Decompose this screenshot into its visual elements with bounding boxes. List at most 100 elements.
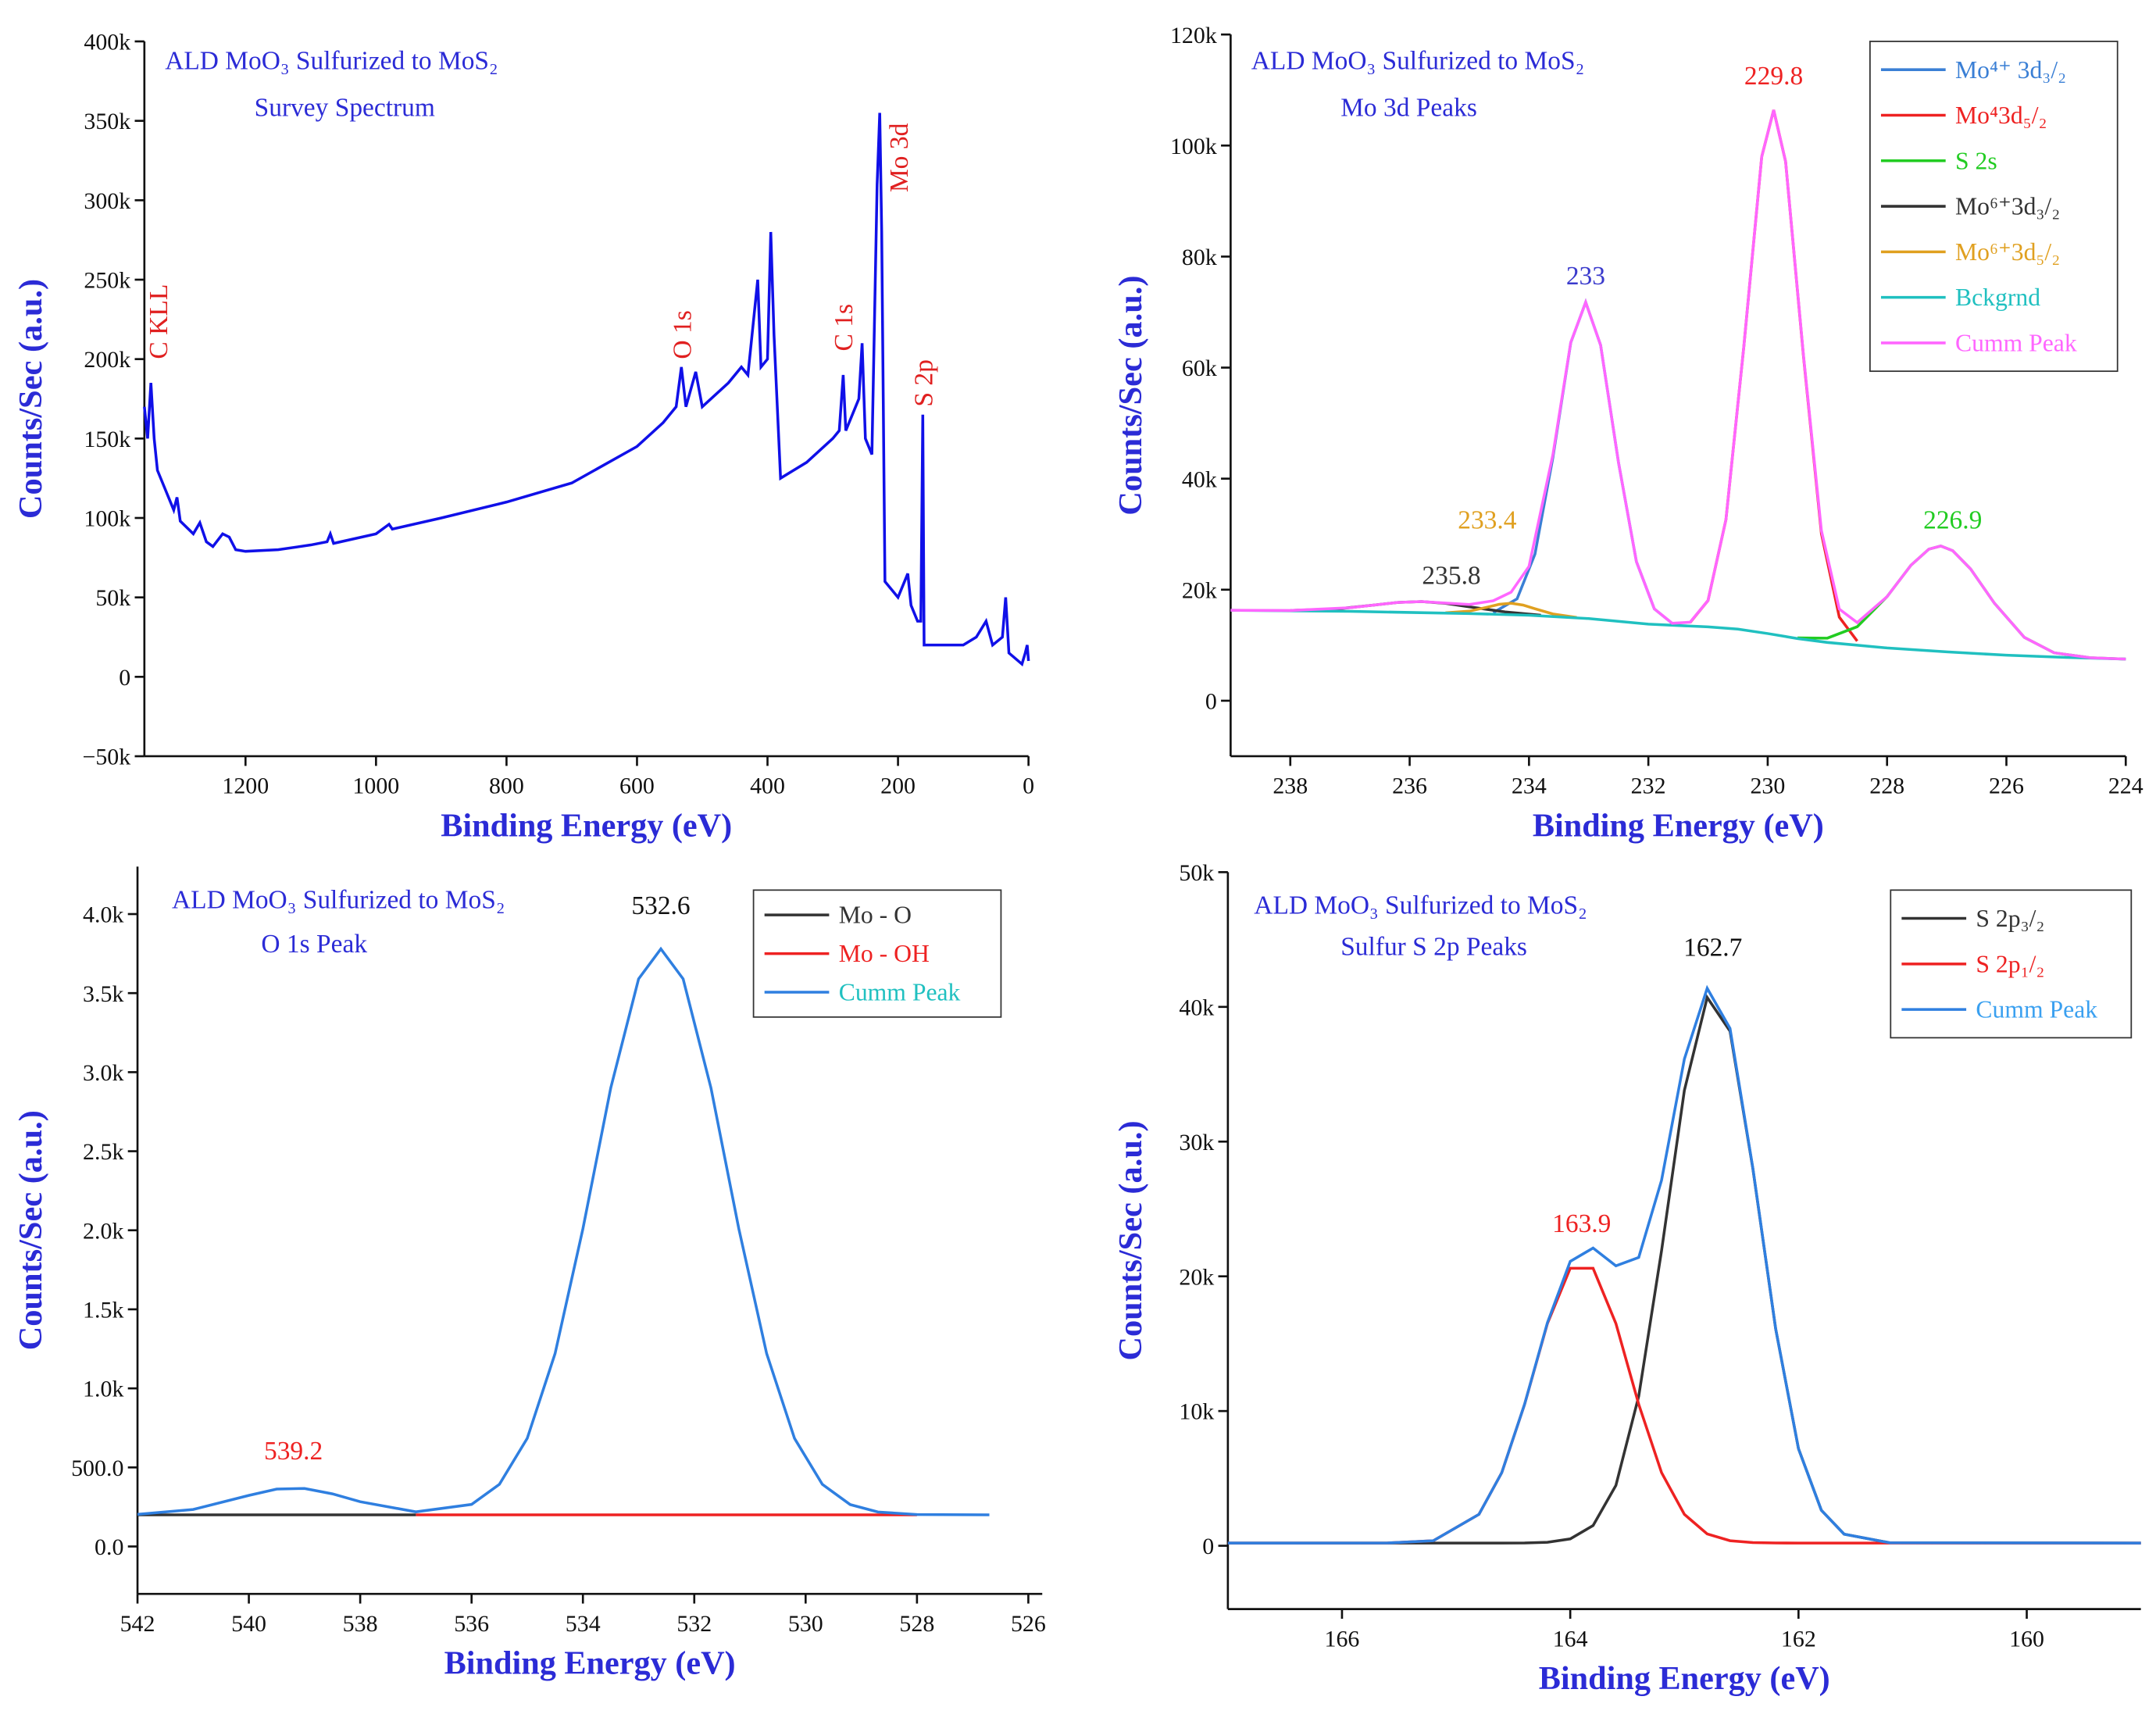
y-tick-label: 80k <box>1182 245 1217 270</box>
x-axis-label: Binding Energy (eV) <box>1539 1660 1830 1697</box>
y-axis-label: Counts/Sec (a.u.) <box>12 1110 49 1350</box>
y-tick-label: 300k <box>84 188 130 214</box>
series-line <box>1689 109 1858 642</box>
x-tick-label: 1200 <box>222 773 269 799</box>
x-tick-label: 542 <box>120 1611 155 1637</box>
y-tick-label: 200k <box>84 347 130 373</box>
chart-subtitle: Mo 3d Peaks <box>1340 93 1477 122</box>
series-line <box>1227 994 2141 1545</box>
y-tick-label: 40k <box>1179 995 1214 1020</box>
x-tick-label: 230 <box>1750 773 1785 799</box>
peak-label: 539.2 <box>264 1437 323 1466</box>
x-tick-label: 224 <box>2108 773 2144 799</box>
y-tick-label: 1.0k <box>83 1377 123 1402</box>
series-line <box>1227 1266 2141 1545</box>
y-tick-label: 20k <box>1182 577 1217 603</box>
y-tick-label: 20k <box>1179 1264 1214 1290</box>
y-tick-label: −50k <box>82 745 130 770</box>
peak-label: Mo 3d <box>885 123 914 192</box>
chart-subtitle: Sulfur S 2p Peaks <box>1340 932 1527 961</box>
y-tick-label: 40k <box>1182 466 1217 492</box>
y-tick-label: 250k <box>84 268 130 294</box>
x-tick-label: 236 <box>1392 773 1427 799</box>
y-tick-label: 100k <box>84 506 130 532</box>
peak-label: 233.4 <box>1458 506 1516 535</box>
y-axis-label: Counts/Sec (a.u.) <box>1112 1120 1149 1360</box>
legend-label: Cumm Peak <box>1976 996 2097 1023</box>
y-tick-label: 1.5k <box>83 1297 123 1323</box>
peak-label: 233 <box>1566 262 1605 291</box>
chart-title: ALD MoO₃ Sulfurized to MoS₂ <box>1254 891 1587 920</box>
peak-label: 162.7 <box>1683 933 1742 962</box>
y-tick-label: 10k <box>1179 1399 1214 1425</box>
x-tick-label: 526 <box>1011 1611 1046 1637</box>
x-tick-label: 528 <box>899 1611 934 1637</box>
legend-label: Mo - OH <box>839 940 930 967</box>
x-tick-label: 232 <box>1631 773 1666 799</box>
y-tick-label: 0 <box>1202 1534 1214 1559</box>
y-tick-label: 150k <box>84 427 130 452</box>
y-tick-label: 50k <box>1179 860 1214 886</box>
series-line <box>1230 109 2126 661</box>
y-tick-label: 350k <box>84 109 130 134</box>
series-line <box>1230 609 2126 661</box>
peak-label: 532.6 <box>631 891 690 920</box>
y-tick-label: 2.0k <box>83 1218 123 1244</box>
peak-label: 226.9 <box>1923 506 1982 535</box>
series-line <box>1445 602 1577 620</box>
legend-label: S 2p₃/₂ <box>1976 905 2044 932</box>
chart-title: ALD MoO₃ Sulfurized to MoS₂ <box>1251 46 1584 75</box>
x-tick-label: 540 <box>231 1611 266 1637</box>
x-tick-label: 0 <box>1023 773 1034 799</box>
y-tick-label: 0 <box>1205 688 1217 714</box>
y-tick-label: 50k <box>95 585 130 611</box>
x-tick-label: 530 <box>788 1611 823 1637</box>
x-tick-label: 166 <box>1325 1626 1360 1652</box>
chart-title: ALD MoO₃ Sulfurized to MoS₂ <box>165 46 498 75</box>
y-tick-label: 2.5k <box>83 1139 123 1165</box>
legend-label: S 2p₁/₂ <box>1976 950 2044 977</box>
x-tick-label: 532 <box>676 1611 712 1637</box>
x-tick-label: 538 <box>343 1611 378 1637</box>
y-tick-label: 500.0 <box>71 1455 123 1481</box>
y-tick-label: 0.0 <box>95 1534 123 1560</box>
x-tick-label: 400 <box>750 773 785 799</box>
peak-label: S 2p <box>910 359 939 407</box>
chart-subtitle: Survey Spectrum <box>255 93 435 122</box>
y-tick-label: 4.0k <box>83 902 123 928</box>
chart-title: ALD MoO₃ Sulfurized to MoS₂ <box>172 885 505 914</box>
x-tick-label: 160 <box>2009 1626 2044 1652</box>
peak-label: 229.8 <box>1744 62 1803 91</box>
x-axis-label: Binding Energy (eV) <box>444 1645 736 1682</box>
x-tick-label: 226 <box>1989 773 2024 799</box>
chart-subtitle: O 1s Peak <box>261 930 367 959</box>
x-axis-label: Binding Energy (eV) <box>1533 807 1824 844</box>
y-tick-label: 100k <box>1170 134 1217 159</box>
x-tick-label: 162 <box>1781 1626 1816 1652</box>
y-tick-label: 3.5k <box>83 981 123 1007</box>
legend-label: Mo⁴⁺ 3d₃/₂ <box>1955 56 2066 84</box>
x-tick-label: 600 <box>619 773 655 799</box>
y-tick-label: 120k <box>1170 23 1217 48</box>
y-axis-label: Counts/Sec (a.u.) <box>1112 275 1149 515</box>
legend-label: Cumm Peak <box>1955 329 2077 356</box>
y-axis-label: Counts/Sec (a.u.) <box>12 279 49 519</box>
legend-label: Mo - O <box>839 902 912 929</box>
y-tick-label: 30k <box>1179 1130 1214 1155</box>
x-tick-label: 534 <box>566 1611 601 1637</box>
x-tick-label: 234 <box>1512 773 1547 799</box>
x-tick-label: 238 <box>1273 773 1308 799</box>
y-tick-label: 60k <box>1182 355 1217 381</box>
series-line <box>143 112 1030 667</box>
x-tick-label: 200 <box>880 773 916 799</box>
peak-label: 235.8 <box>1422 562 1480 591</box>
legend-label: Mo⁶⁺3d₃/₂ <box>1955 193 2060 220</box>
x-tick-label: 164 <box>1553 1626 1588 1652</box>
peak-label: O 1s <box>669 310 698 359</box>
peak-label: C KLL <box>145 284 173 359</box>
legend-label: S 2s <box>1955 147 1997 174</box>
series-line <box>1227 984 2141 1545</box>
x-tick-label: 228 <box>1869 773 1904 799</box>
